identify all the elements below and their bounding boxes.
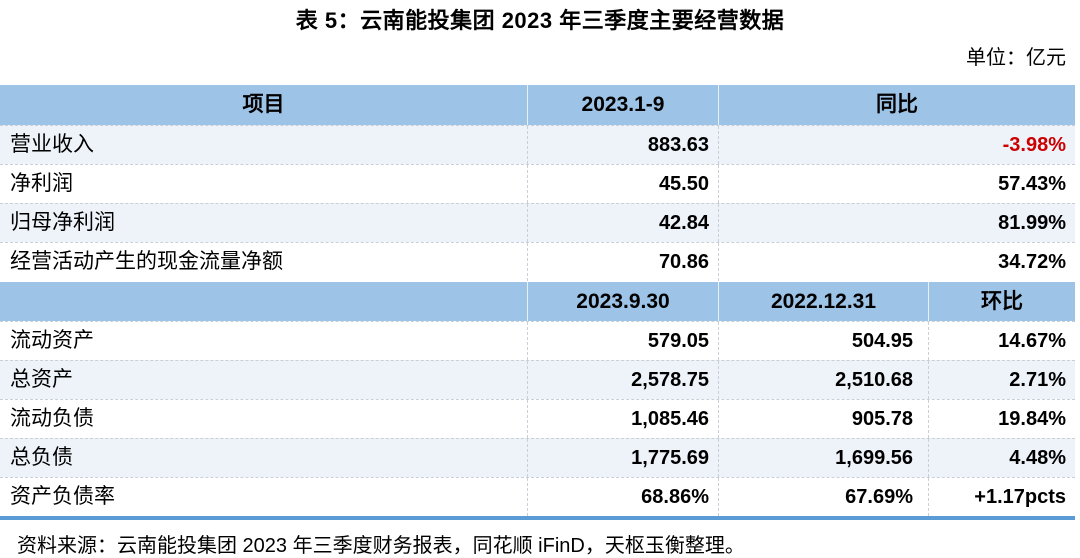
- row-label: 营业收入: [10, 133, 94, 156]
- row-label: 流动资产: [10, 329, 94, 352]
- qoq-value: +1.17pcts: [928, 478, 1075, 516]
- table-row: 经营活动产生的现金流量净额 70.86 34.72%: [0, 242, 1075, 281]
- date2-value: 504.95: [718, 322, 928, 360]
- financial-table: 项目 2023.1-9 同比 营业收入 883.63 -3.98% 净利润 45…: [0, 85, 1075, 520]
- period-value: 883.63: [527, 126, 718, 164]
- table-row: 净利润 45.50 57.43%: [0, 164, 1075, 203]
- header-date2: 2022.12.31: [718, 282, 928, 321]
- qoq-value: 14.67%: [928, 322, 1075, 360]
- unit-label: 单位：亿元: [966, 47, 1066, 69]
- row-label: 经营活动产生的现金流量净额: [10, 250, 283, 273]
- date2-value: 2,510.68: [718, 361, 928, 399]
- table-row: 归母净利润 42.84 81.99%: [0, 203, 1075, 242]
- table-row: 流动资产 579.05 504.95 14.67%: [0, 321, 1075, 360]
- table-row: 营业收入 883.63 -3.98%: [0, 125, 1075, 164]
- date1-value: 579.05: [527, 322, 718, 360]
- header-qoq: 环比: [928, 282, 1075, 321]
- table-row: 总负债 1,775.69 1,699.56 4.48%: [0, 438, 1075, 477]
- row-label: 净利润: [10, 172, 73, 195]
- header-yoy: 同比: [718, 85, 1075, 125]
- yoy-value: -3.98%: [718, 126, 1075, 164]
- date2-value: 1,699.56: [718, 439, 928, 477]
- header-item: 项目: [242, 93, 285, 116]
- table-header-row-2: 2023.9.30 2022.12.31 环比: [0, 281, 1075, 321]
- row-label: 流动负债: [10, 407, 94, 430]
- date1-value: 1,775.69: [527, 439, 718, 477]
- period-value: 42.84: [527, 204, 718, 242]
- table-title: 表 5：云南能投集团 2023 年三季度主要经营数据: [295, 8, 785, 33]
- date1-value: 68.86%: [527, 478, 718, 516]
- header-date1: 2023.9.30: [527, 282, 718, 321]
- qoq-value: 19.84%: [928, 400, 1075, 438]
- period-value: 70.86: [527, 243, 718, 281]
- date1-value: 2,578.75: [527, 361, 718, 399]
- table-header-row-1: 项目 2023.1-9 同比: [0, 85, 1075, 125]
- date2-value: 67.69%: [718, 478, 928, 516]
- table-row: 流动负债 1,085.46 905.78 19.84%: [0, 399, 1075, 438]
- table-bottom-border: [0, 516, 1075, 520]
- date1-value: 1,085.46: [527, 400, 718, 438]
- yoy-value: 57.43%: [718, 165, 1075, 203]
- row-label: 总负债: [10, 446, 73, 469]
- row-label: 归母净利润: [10, 211, 115, 234]
- yoy-value: 81.99%: [718, 204, 1075, 242]
- header-period: 2023.1-9: [527, 85, 718, 125]
- qoq-value: 4.48%: [928, 439, 1075, 477]
- table-row: 资产负债率 68.86% 67.69% +1.17pcts: [0, 477, 1075, 516]
- table-row: 总资产 2,578.75 2,510.68 2.71%: [0, 360, 1075, 399]
- qoq-value: 2.71%: [928, 361, 1075, 399]
- period-value: 45.50: [527, 165, 718, 203]
- source-note: 资料来源：云南能投集团 2023 年三季度财务报表，同花顺 iFinD，天枢玉衡…: [17, 535, 745, 557]
- yoy-value: 34.72%: [718, 243, 1075, 281]
- row-label: 总资产: [10, 368, 73, 391]
- date2-value: 905.78: [718, 400, 928, 438]
- row-label: 资产负债率: [10, 485, 115, 508]
- header-item-blank: [0, 282, 527, 321]
